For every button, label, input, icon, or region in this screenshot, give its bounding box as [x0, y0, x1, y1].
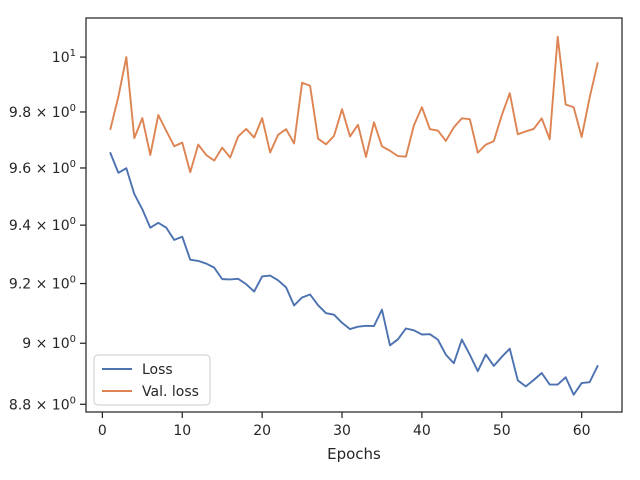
y-tick-label: 9.2 × 100 — [9, 275, 76, 293]
y-tick-label: 9 × 100 — [22, 334, 76, 352]
legend-label: Loss — [142, 362, 173, 378]
legend: Loss Val. loss — [93, 354, 211, 406]
series-lines — [109, 35, 599, 396]
x-axis-label: Epochs — [327, 445, 381, 463]
x-tick-label: 10 — [173, 423, 191, 439]
x-tick-label: 40 — [413, 423, 431, 439]
x-tick-label: 30 — [333, 423, 351, 439]
series-line-loss — [109, 152, 599, 396]
plot-frame — [85, 17, 623, 413]
y-tick-label: 9.8 × 100 — [9, 103, 76, 121]
y-tick-label: 9.4 × 100 — [9, 216, 76, 234]
legend-label: Val. loss — [142, 384, 199, 400]
x-tick-label: 0 — [98, 423, 107, 439]
y-tick-label: 8.8 × 100 — [9, 395, 76, 413]
plot-area — [85, 17, 623, 413]
x-tick-label: 60 — [573, 423, 591, 439]
legend-box — [93, 354, 211, 406]
series-line-val-loss — [109, 35, 599, 174]
y-tick-label: 9.6 × 100 — [9, 159, 76, 177]
x-tick-label: 20 — [253, 423, 271, 439]
y-tick-label: 101 — [52, 48, 76, 66]
x-tick-label: 50 — [493, 423, 511, 439]
axis-ticks: 0 10 20 30 40 50 60 8.8 × 100 9 × 100 9.2 × 100 9.… — [9, 48, 591, 439]
